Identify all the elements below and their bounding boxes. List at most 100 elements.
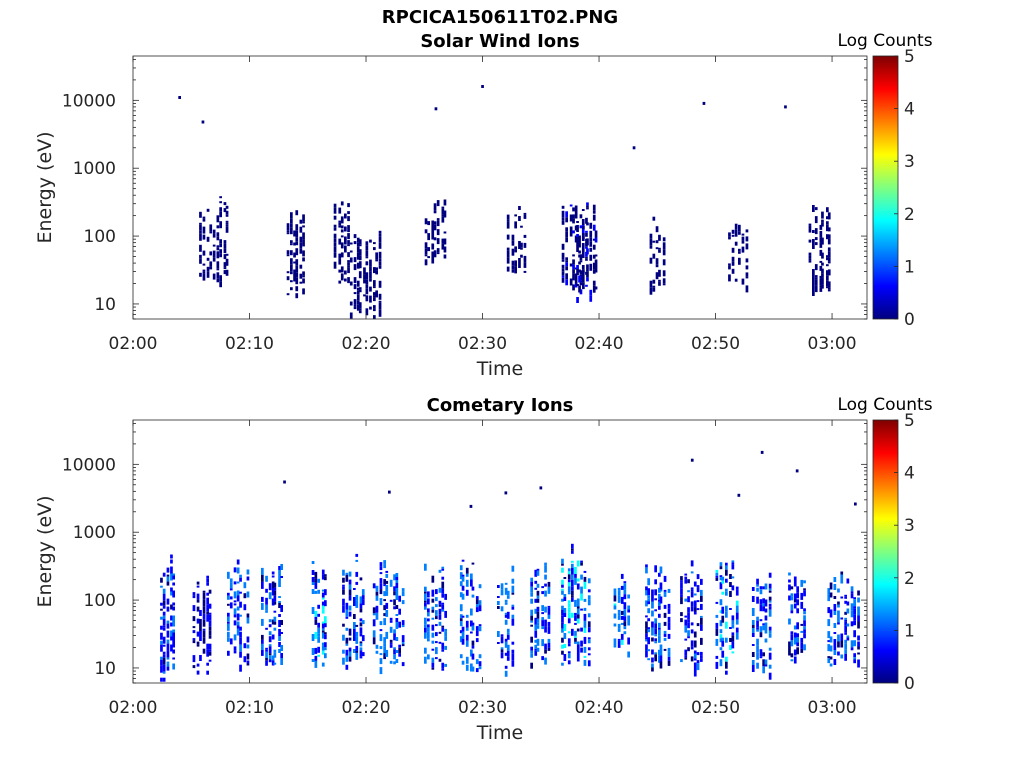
data-cell (365, 308, 369, 316)
data-cell (592, 285, 596, 293)
data-cell (585, 284, 588, 287)
data-cell (227, 616, 230, 622)
sparse-point (690, 458, 694, 462)
data-cell (663, 612, 667, 618)
data-cell (465, 634, 469, 641)
data-cell (424, 593, 427, 601)
data-cell (853, 606, 856, 609)
data-cell (199, 211, 202, 218)
data-cell (680, 588, 683, 595)
data-cell (424, 218, 428, 225)
data-cell (229, 596, 233, 600)
data-cell (735, 586, 739, 590)
data-cell (383, 599, 386, 602)
data-cell (268, 619, 272, 623)
data-cell (344, 213, 347, 217)
data-cell (373, 247, 376, 251)
data-cell (365, 256, 369, 259)
data-cell (441, 238, 445, 244)
data-cell (162, 657, 166, 665)
data-cell (511, 565, 515, 572)
data-cell (734, 241, 738, 246)
data-cell (731, 564, 735, 570)
data-cell (286, 230, 290, 233)
data-cell (353, 629, 356, 636)
data-cell (229, 602, 233, 609)
data-cell (768, 626, 772, 631)
data-cell (379, 598, 383, 601)
data-cell (651, 657, 654, 663)
data-cell (751, 596, 755, 602)
data-cell (803, 626, 806, 630)
data-cell (441, 625, 445, 628)
data-cell (663, 648, 667, 651)
data-cell (658, 655, 661, 663)
data-cell (268, 592, 272, 600)
data-cell (471, 640, 475, 646)
data-cell (225, 205, 229, 209)
data-cell (759, 619, 763, 622)
data-cell (833, 644, 837, 650)
data-cell (645, 615, 648, 618)
data-cell (759, 586, 763, 590)
data-cell (523, 214, 527, 219)
data-cell (580, 560, 583, 563)
data-cell (768, 590, 772, 593)
data-cell (347, 277, 350, 284)
data-cell (342, 586, 345, 590)
data-cell (821, 277, 824, 285)
data-cell (353, 234, 357, 239)
data-cell (759, 599, 763, 605)
data-cell (506, 234, 510, 240)
data-cell (576, 246, 579, 252)
solar-wind-colorbar-label: Log Counts (837, 31, 933, 51)
data-cell (803, 629, 806, 634)
data-cell (687, 636, 690, 639)
data-cell (731, 234, 735, 237)
data-cell (803, 588, 806, 591)
data-cell (833, 659, 837, 665)
data-cell (311, 607, 315, 614)
data-cell (819, 224, 823, 230)
data-cell (317, 627, 320, 634)
data-cell (567, 582, 571, 587)
data-cell (667, 647, 671, 652)
data-cell (278, 614, 281, 617)
data-cell (324, 589, 327, 596)
data-cell (762, 603, 765, 607)
data-cell (227, 603, 230, 606)
data-cell (166, 606, 170, 612)
data-cell (725, 605, 728, 612)
data-cell (756, 587, 759, 592)
data-cell (627, 609, 630, 613)
data-cell (273, 587, 277, 591)
data-cell (651, 627, 654, 633)
data-cell (587, 578, 591, 584)
data-cell (225, 269, 229, 276)
data-cell (576, 655, 580, 662)
data-cell (647, 608, 650, 614)
data-cell (649, 280, 653, 288)
data-cell (162, 651, 166, 655)
data-cell (395, 588, 399, 593)
data-cell (261, 574, 264, 582)
data-cell (378, 261, 382, 266)
data-cell (587, 653, 591, 656)
data-cell (592, 210, 596, 214)
data-cell (819, 260, 823, 263)
data-cell (581, 243, 585, 247)
data-cell (271, 581, 275, 589)
data-cell (651, 667, 654, 672)
data-cell (383, 591, 386, 597)
data-cell (821, 237, 824, 245)
data-cell (586, 271, 589, 278)
data-cell (208, 620, 212, 627)
data-cell (347, 252, 350, 258)
data-cell (459, 592, 463, 598)
data-cell (565, 231, 568, 238)
data-cell (160, 644, 163, 652)
data-cell (693, 658, 697, 661)
data-cell (206, 266, 210, 272)
data-cell (617, 615, 621, 620)
